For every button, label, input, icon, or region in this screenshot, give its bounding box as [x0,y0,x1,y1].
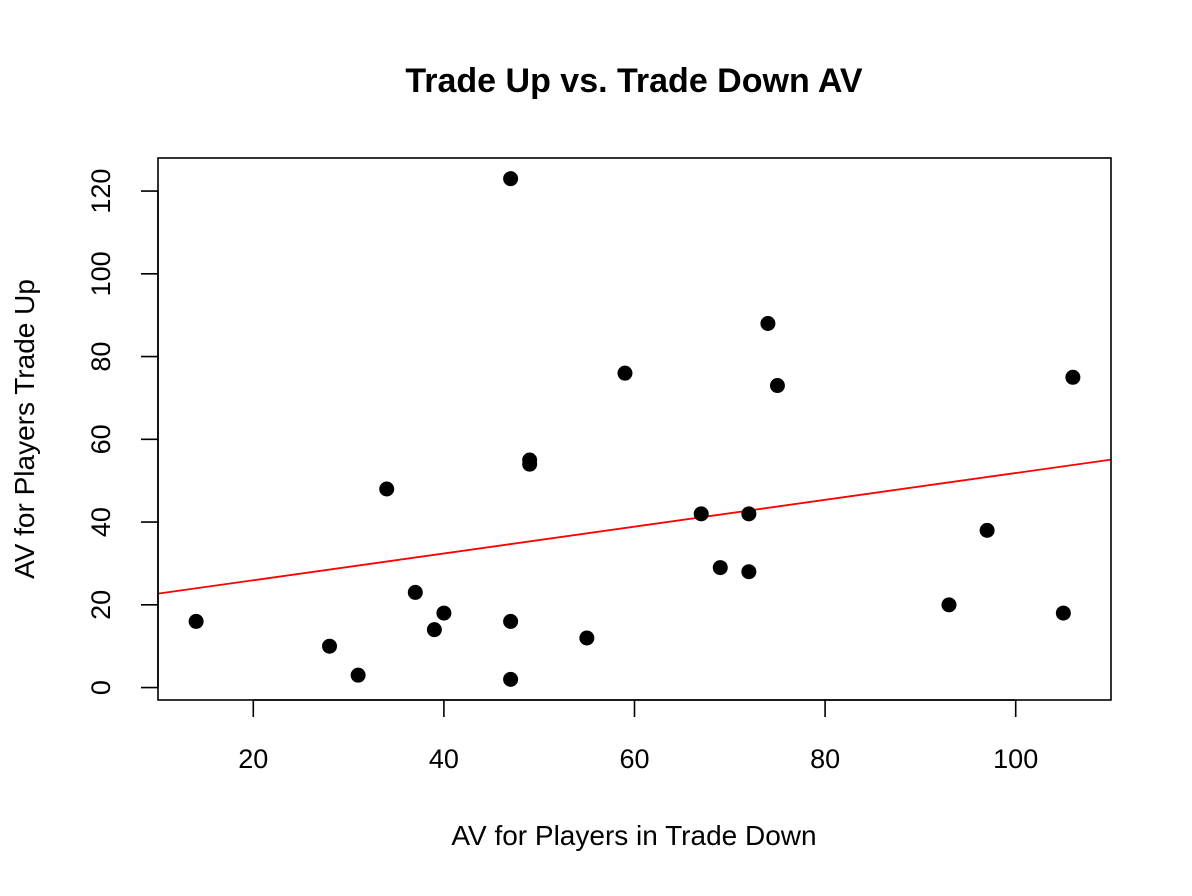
y-axis: 0 20 40 60 80 100 120 [86,169,159,695]
data-points [188,171,1081,687]
data-point [693,506,709,522]
data-point [322,638,338,654]
x-tick-label: 80 [810,744,840,774]
data-point [1065,369,1081,385]
data-point [941,597,957,613]
x-tick-label: 60 [619,744,649,774]
y-tick-label: 0 [86,680,116,695]
regression-line [157,458,1112,595]
x-axis-label: AV for Players in Trade Down [451,820,816,851]
x-tick-label: 100 [993,744,1038,774]
chart-title: Trade Up vs. Trade Down AV [405,62,863,100]
y-tick-label: 100 [86,251,116,296]
data-point [407,584,423,600]
x-tick-label: 40 [429,744,459,774]
y-axis-label: AV for Players Trade Up [9,279,40,579]
data-point [760,315,776,331]
y-tick-label: 80 [86,342,116,372]
data-point [522,456,538,472]
data-point [741,564,757,580]
data-point [741,506,757,522]
data-point [617,365,633,381]
data-point [503,171,519,187]
y-tick-label: 120 [86,169,116,214]
plot-frame [157,157,1112,701]
data-point [503,671,519,687]
data-point [579,630,595,646]
data-point [979,522,995,538]
x-tick-label: 20 [238,744,268,774]
data-point [1055,605,1071,621]
x-axis: 20 40 60 80 100 [238,699,1038,774]
data-point [188,613,204,629]
data-point [503,613,519,629]
data-point [379,481,395,497]
data-point [436,605,452,621]
data-point [350,667,366,683]
y-tick-label: 20 [86,590,116,620]
data-point [712,560,728,576]
y-tick-label: 40 [86,507,116,537]
y-tick-label: 60 [86,424,116,454]
data-point [426,622,442,638]
data-point [769,378,785,394]
